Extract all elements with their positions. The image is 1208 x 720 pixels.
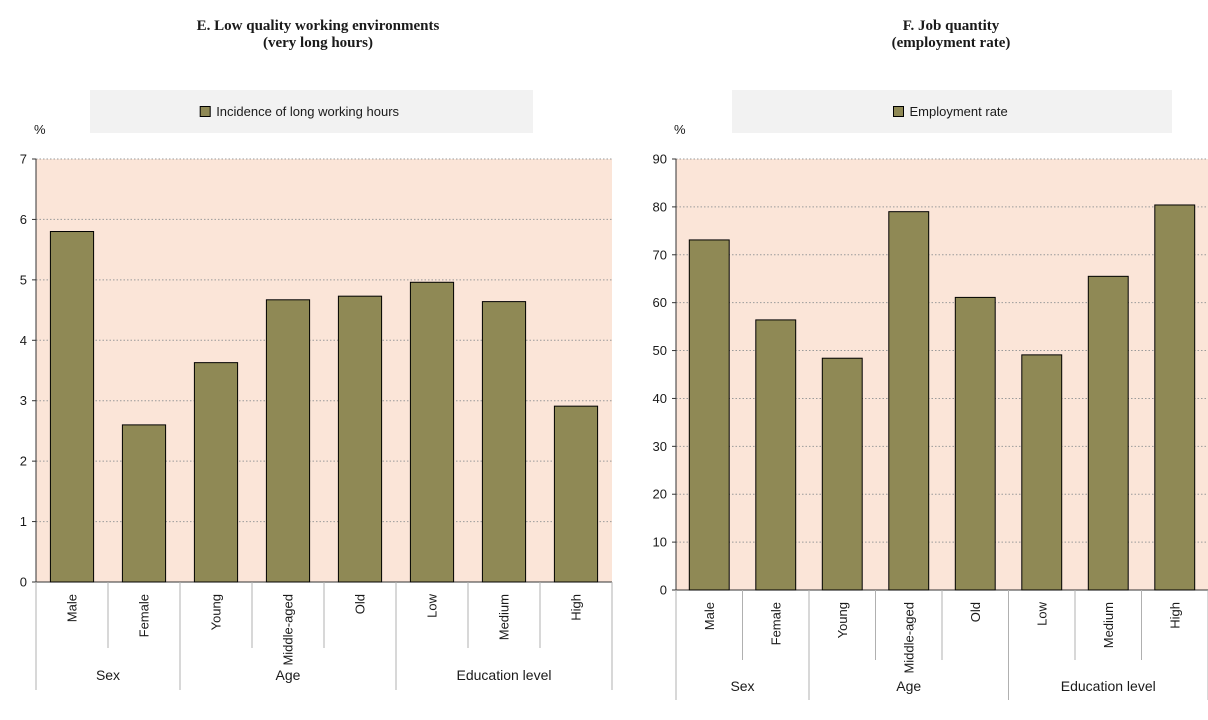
y-axis-unit-label: % xyxy=(34,122,46,137)
group-label: Education level xyxy=(457,667,552,683)
bar-male xyxy=(688,239,730,591)
chart-title-line: (employment rate) xyxy=(892,35,1011,51)
y-tick-label: 60 xyxy=(653,295,667,310)
bar-medium xyxy=(1087,275,1129,591)
category-label: Male xyxy=(702,602,717,630)
legend-background xyxy=(732,90,1172,133)
y-tick-label: 70 xyxy=(653,247,667,262)
bar-medium xyxy=(481,301,527,583)
legend-swatch xyxy=(199,106,211,117)
legend-swatch xyxy=(893,106,904,117)
category-label: High xyxy=(569,594,584,621)
bar-middle-aged xyxy=(265,299,311,583)
y-tick-label: 40 xyxy=(653,391,667,406)
category-label: Young xyxy=(209,594,224,630)
y-tick-label: 4 xyxy=(20,333,27,348)
bar-high xyxy=(1154,204,1196,591)
group-label: Sex xyxy=(96,667,120,683)
category-label: Low xyxy=(1034,601,1049,625)
y-tick-label: 1 xyxy=(20,514,27,529)
y-tick-label: 0 xyxy=(660,583,667,598)
y-tick-label: 2 xyxy=(20,454,27,469)
y-tick-label: 6 xyxy=(20,212,27,227)
chart-title-line: (very long hours) xyxy=(263,35,373,51)
y-tick-label: 20 xyxy=(653,487,667,502)
category-label: Medium xyxy=(497,594,512,640)
legend: Employment rate xyxy=(732,90,1172,133)
category-label: Old xyxy=(968,602,983,622)
y-tick-label: 80 xyxy=(653,199,667,214)
bar-old xyxy=(337,295,383,583)
group-label: Age xyxy=(276,667,301,683)
category-label: High xyxy=(1167,602,1182,629)
y-tick-label: 30 xyxy=(653,439,667,454)
y-tick-label: 50 xyxy=(653,343,667,358)
group-label: Education level xyxy=(1061,678,1156,694)
chart-panel-e: E. Low quality working environments(very… xyxy=(20,18,613,690)
y-tick-label: 7 xyxy=(20,152,27,167)
category-label: Young xyxy=(835,602,850,638)
y-axis-unit-label: % xyxy=(674,122,686,137)
legend: Incidence of long working hours xyxy=(90,90,533,133)
chart-title-line: E. Low quality working environments xyxy=(197,18,440,34)
category-label: Medium xyxy=(1101,602,1116,648)
chart-panel-f: F. Job quantity(employment rate) Employme… xyxy=(653,18,1208,700)
bar-young xyxy=(821,357,863,591)
category-label: Middle-aged xyxy=(901,602,916,674)
bar-male xyxy=(49,231,95,583)
bar-female xyxy=(755,319,797,591)
category-label: Female xyxy=(768,602,783,645)
bar-young xyxy=(193,362,239,583)
y-tick-label: 5 xyxy=(20,272,27,287)
group-label: Age xyxy=(896,678,921,694)
category-label: Female xyxy=(137,594,152,637)
bar-female xyxy=(121,424,167,583)
legend-label: Employment rate xyxy=(910,104,1008,119)
chart-title-line: F. Job quantity xyxy=(903,18,1000,34)
category-label: Old xyxy=(353,594,368,614)
y-tick-label: 90 xyxy=(653,152,667,167)
bar-old xyxy=(954,296,996,591)
y-tick-label: 10 xyxy=(653,535,667,550)
legend-background xyxy=(90,90,533,133)
bar-high xyxy=(553,405,599,583)
legend-label: Incidence of long working hours xyxy=(216,104,399,119)
y-tick-label: 0 xyxy=(20,575,27,590)
category-label: Middle-aged xyxy=(281,594,296,666)
bar-middle-aged xyxy=(888,211,930,591)
category-label: Low xyxy=(425,593,440,617)
y-tick-label: 3 xyxy=(20,393,27,408)
group-label: Sex xyxy=(730,678,754,694)
bar-low xyxy=(409,281,455,583)
category-label: Male xyxy=(65,594,80,622)
bar-low xyxy=(1021,354,1063,591)
